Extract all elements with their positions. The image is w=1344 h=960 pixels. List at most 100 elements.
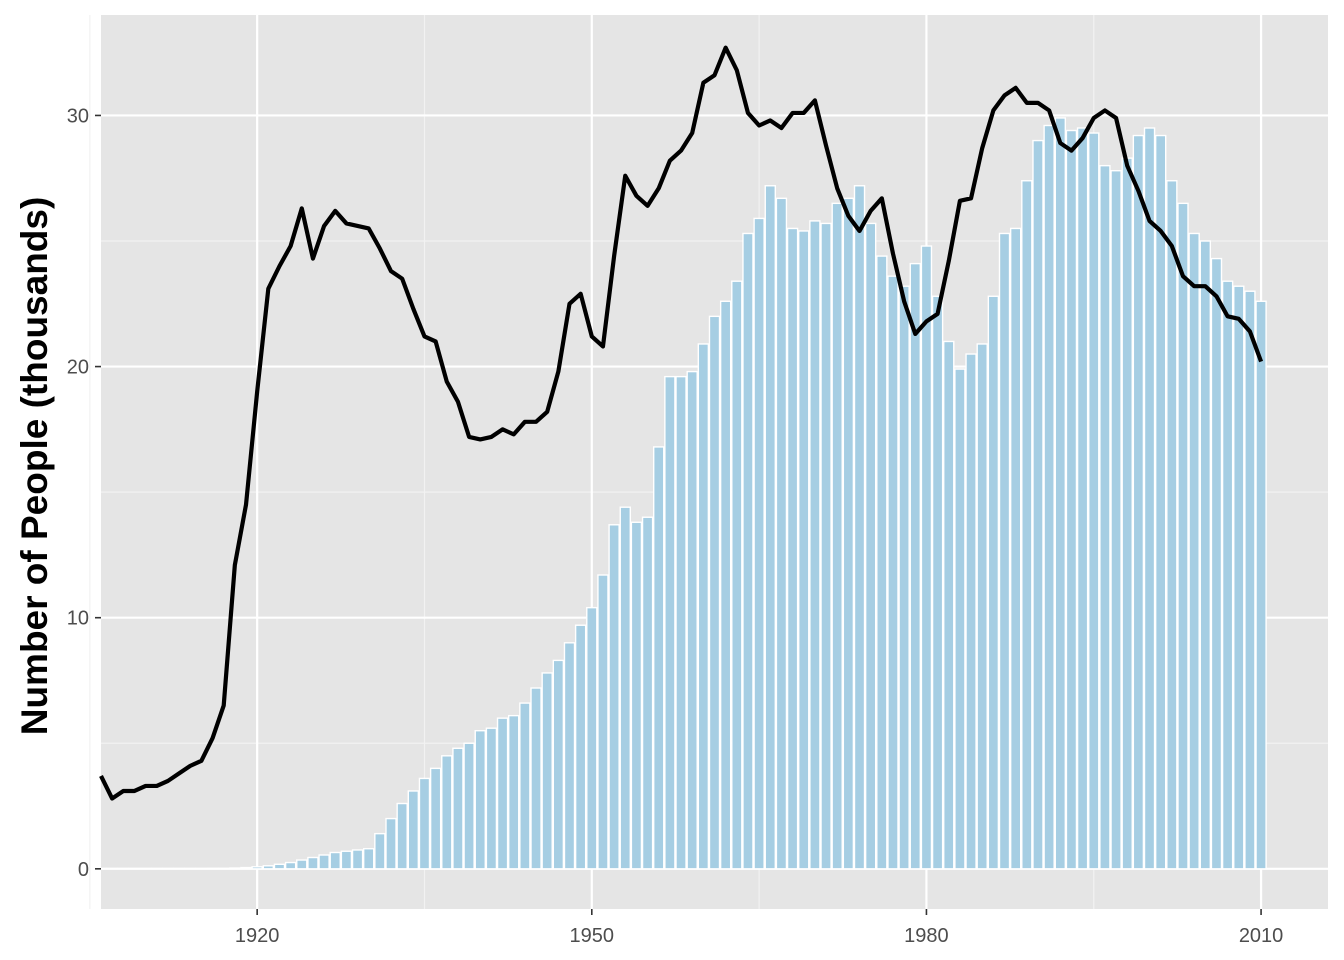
bar — [809, 220, 821, 870]
bar — [1166, 180, 1178, 870]
bar — [708, 315, 721, 870]
bar — [697, 343, 710, 870]
bar — [1221, 280, 1234, 870]
bar — [1199, 240, 1212, 870]
x-tick-label: 1980 — [904, 925, 949, 947]
bar — [1177, 202, 1189, 870]
bar — [1210, 257, 1223, 870]
bar — [1065, 129, 1078, 870]
bar — [463, 742, 475, 870]
bar — [474, 730, 486, 870]
bar — [385, 817, 397, 870]
y-axis-title: Number of People (thousands) — [14, 197, 55, 736]
x-tick-label: 1920 — [235, 925, 280, 947]
bar — [641, 516, 654, 870]
bar — [887, 275, 899, 870]
bar — [496, 717, 509, 870]
bar — [998, 232, 1011, 870]
bar — [943, 340, 955, 870]
bar — [1121, 157, 1133, 870]
bar — [719, 300, 732, 870]
bar — [1110, 169, 1122, 870]
bar — [530, 687, 542, 870]
bar — [764, 185, 776, 870]
bar — [351, 849, 364, 870]
bar — [541, 672, 553, 870]
bar — [563, 642, 576, 870]
bar — [240, 866, 252, 870]
bar — [1054, 117, 1067, 870]
bar — [362, 848, 375, 870]
bar — [876, 255, 888, 870]
bar — [898, 285, 910, 870]
bar — [452, 747, 464, 870]
bar — [1043, 124, 1055, 870]
bar — [586, 606, 598, 870]
bar — [954, 368, 966, 870]
bar — [340, 850, 353, 870]
x-tick-label: 1950 — [570, 925, 615, 947]
bar — [217, 867, 230, 870]
bar — [1132, 134, 1145, 870]
bar — [931, 295, 944, 870]
y-tick-label: 20 — [67, 357, 89, 379]
bar — [552, 659, 565, 870]
y-tick-label: 0 — [78, 859, 89, 881]
x-axis: 1920 1950 1980 2010 — [235, 909, 1283, 947]
bar — [262, 865, 275, 870]
bar — [842, 197, 855, 870]
bar — [1088, 132, 1100, 870]
bar — [574, 624, 587, 870]
bar — [507, 714, 520, 870]
bar — [1244, 290, 1256, 870]
bar — [864, 222, 877, 870]
bar — [831, 202, 843, 870]
bar — [429, 767, 442, 870]
bar — [597, 574, 609, 870]
bar — [441, 755, 453, 870]
bar — [329, 851, 341, 870]
bar — [775, 197, 788, 870]
bar — [396, 802, 408, 870]
bar — [1076, 127, 1089, 870]
bar — [318, 854, 330, 870]
bar — [1009, 227, 1022, 870]
x-tick-label: 2010 — [1239, 925, 1284, 947]
bar — [853, 185, 866, 870]
bar — [1032, 139, 1044, 870]
bars — [95, 117, 1267, 870]
bar — [920, 245, 933, 870]
bar — [653, 446, 665, 870]
bar — [630, 521, 643, 870]
bar — [987, 295, 1000, 870]
bar — [519, 702, 531, 870]
bar — [965, 353, 977, 870]
bar — [1099, 164, 1111, 870]
y-tick-label: 10 — [67, 608, 89, 630]
bar — [820, 222, 832, 870]
bar — [206, 867, 219, 870]
bar — [284, 861, 297, 870]
bar — [731, 280, 743, 870]
bar — [251, 866, 263, 870]
bar — [418, 777, 431, 870]
bar — [742, 232, 754, 870]
bar — [485, 727, 498, 870]
bar — [608, 524, 620, 870]
bar — [1143, 127, 1156, 870]
bar — [229, 867, 241, 870]
bar — [976, 343, 988, 870]
bar — [619, 506, 631, 870]
bar — [1021, 180, 1033, 870]
bar — [753, 217, 765, 870]
bar — [686, 370, 698, 870]
bar — [909, 262, 922, 870]
bar — [798, 230, 810, 870]
bar — [664, 375, 676, 870]
y-tick-label: 30 — [67, 105, 89, 127]
bar — [786, 227, 799, 870]
bar — [407, 790, 420, 870]
bar — [296, 859, 308, 870]
bar — [273, 863, 286, 870]
